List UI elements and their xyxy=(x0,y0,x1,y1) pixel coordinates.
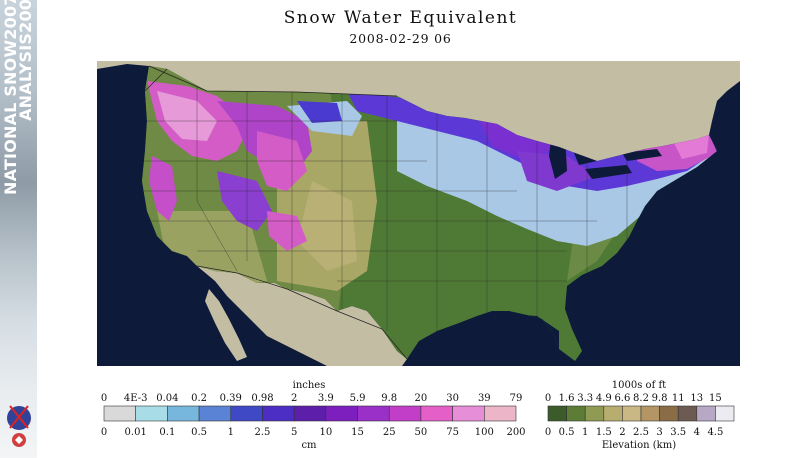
swe-top-tick-label: 3.9 xyxy=(318,393,334,404)
elevation-top-tick-label: 8.2 xyxy=(633,393,649,404)
swe-bottom-tick-label: 0.01 xyxy=(125,427,147,438)
elevation-top-tick-label: 15 xyxy=(709,393,722,404)
map-date: 2008-02-29 06 xyxy=(349,31,452,46)
nohrsc-logo-icon xyxy=(7,405,31,447)
swe-top-tick-label: 79 xyxy=(510,393,523,404)
swe-legend: inches 0 4E-3 0.04 0.2 0.39 0.98 2 3.9 5.9 9.8 20 3… xyxy=(101,380,526,450)
elevation-legend-top-unit: 1000s of ft xyxy=(612,380,666,391)
elevation-bottom-tick-label: 4 xyxy=(694,427,700,438)
elevation-bottom-tick-label: 3 xyxy=(656,427,662,438)
elevation-color-bin xyxy=(547,405,567,422)
swe-top-tick-label: 5.9 xyxy=(350,393,366,404)
swe-top-tick-label: 39 xyxy=(478,393,491,404)
swe-bottom-tick-label: 5 xyxy=(291,427,297,438)
swe-bottom-tick-label: 1 xyxy=(228,427,234,438)
swe-legend-top-unit: inches xyxy=(293,380,326,391)
swe-top-tick-label: 0.04 xyxy=(156,393,178,404)
swe-top-tick-label: 30 xyxy=(446,393,459,404)
swe-bottom-tick-label: 0.5 xyxy=(191,427,207,438)
elevation-bottom-tick-label: 4.5 xyxy=(707,427,723,438)
swe-bottom-tick-label: 15 xyxy=(351,427,364,438)
elevation-color-bin xyxy=(622,405,642,422)
swe-color-bin xyxy=(388,405,422,422)
swe-bottom-tick-label: 2.5 xyxy=(255,427,271,438)
swe-bottom-tick-label: 0.1 xyxy=(159,427,175,438)
elevation-bottom-tick-label: 2 xyxy=(619,427,625,438)
swe-color-bin xyxy=(484,405,517,422)
swe-color-bin xyxy=(420,405,453,422)
elevation-color-bin xyxy=(677,405,698,422)
swe-bottom-tick-label: 200 xyxy=(506,427,525,438)
swe-top-tick-label: 0.39 xyxy=(220,393,242,404)
elevation-color-bin xyxy=(696,405,716,422)
elevation-bottom-tick-label: 0.5 xyxy=(559,427,575,438)
swe-top-tick-label: 0 xyxy=(101,393,107,404)
elevation-bottom-tick-label: 3.5 xyxy=(670,427,686,438)
elevation-legend-bottom-unit: Elevation (km) xyxy=(602,440,676,450)
swe-color-bin xyxy=(357,405,390,422)
elevation-bottom-tick-label: 1 xyxy=(582,427,588,438)
swe-bottom-tick-label: 100 xyxy=(475,427,494,438)
canada-land xyxy=(97,61,740,161)
banner-line-2: ANALYSIS xyxy=(16,32,35,121)
elevation-top-tick-label: 1.6 xyxy=(559,393,575,404)
swe-color-bin xyxy=(167,405,200,422)
swe-color-bin xyxy=(135,405,168,422)
elevation-color-bin xyxy=(640,405,660,422)
swe-top-tick-label: 0.2 xyxy=(191,393,207,404)
swe-legend-bottom-unit: cm xyxy=(301,440,317,450)
elevation-color-bin xyxy=(584,405,605,422)
swe-bottom-tick-label: 10 xyxy=(319,427,332,438)
elevation-color-bin xyxy=(566,405,586,422)
elevation-bottom-tick-label: 2.5 xyxy=(633,427,649,438)
elevation-bottom-tick-label: 1.5 xyxy=(596,427,612,438)
swe-color-bin xyxy=(198,405,232,422)
swe-bottom-tick-label: 25 xyxy=(383,427,396,438)
swe-color-bin xyxy=(325,405,358,422)
swe-top-tick-label: 2 xyxy=(291,393,297,404)
swe-top-tick-label: 4E-3 xyxy=(124,393,148,404)
swe-bottom-tick-label: 50 xyxy=(415,427,428,438)
swe-top-tick-label: 20 xyxy=(415,393,428,404)
elevation-top-tick-label: 3.3 xyxy=(577,393,593,404)
mexico-land xyxy=(197,266,407,366)
elevation-color-bin xyxy=(659,405,679,422)
elevation-top-tick-label: 11 xyxy=(672,393,685,404)
elevation-color-bin xyxy=(603,405,623,422)
elevation-bottom-tick-label: 0 xyxy=(545,427,551,438)
snow-water-equivalent-map xyxy=(97,61,740,366)
national-snow-analysis-banner: NATIONAL SNOW2007- ANALYSIS2008 xyxy=(0,0,37,458)
baja-land xyxy=(205,289,247,361)
swe-bottom-tick-label: 75 xyxy=(446,427,459,438)
elevation-color-bin xyxy=(715,405,735,422)
elevation-top-tick-label: 4.9 xyxy=(596,393,612,404)
swe-top-tick-label: 0.98 xyxy=(251,393,273,404)
swe-color-bin xyxy=(230,405,263,422)
swe-color-bin xyxy=(293,405,327,422)
swe-color-bin xyxy=(262,405,295,422)
elevation-top-tick-label: 13 xyxy=(690,393,703,404)
elevation-top-tick-label: 0 xyxy=(545,393,551,404)
banner-title: NATIONAL SNOW2007- ANALYSIS2008 xyxy=(1,0,35,195)
swe-color-bin xyxy=(452,405,485,422)
map-title: Snow Water Equivalent xyxy=(283,8,518,28)
elevation-top-tick-label: 9.8 xyxy=(652,393,668,404)
swe-bottom-tick-label: 0 xyxy=(101,427,107,438)
elevation-top-tick-label: 6.6 xyxy=(614,393,630,404)
swe-top-tick-label: 9.8 xyxy=(381,393,397,404)
swe-color-bin xyxy=(103,405,136,422)
